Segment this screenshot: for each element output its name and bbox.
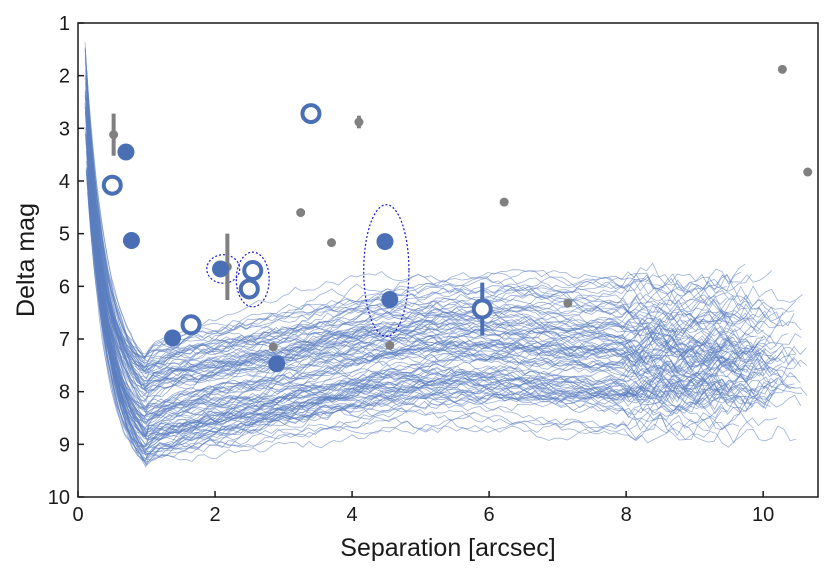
y-tick-label: 4 <box>59 171 70 193</box>
contrast-curve <box>84 74 728 453</box>
y-tick-label: 10 <box>48 487 70 509</box>
contrast-curve <box>87 130 728 368</box>
contrast-curve <box>86 167 740 461</box>
gray-point <box>777 64 787 74</box>
x-tick-label: 6 <box>484 504 495 526</box>
contrast-curve <box>88 123 776 374</box>
contrast-curve <box>85 115 791 434</box>
contrast-curve <box>85 134 803 450</box>
contrast-curve <box>88 138 803 375</box>
y-tick-label: 2 <box>59 66 70 88</box>
contrast-curve <box>84 112 772 462</box>
x-axis-label: Separation [arcsec] <box>340 534 555 562</box>
grouping-ellipse <box>363 204 410 337</box>
gray-point <box>563 298 573 308</box>
contrast-curve <box>86 91 753 360</box>
contrast-curve <box>86 150 777 430</box>
gray-point <box>385 340 395 350</box>
gray-point <box>499 197 509 207</box>
filled-point <box>117 143 135 161</box>
gray-point <box>109 130 119 140</box>
contrast-curve <box>86 177 802 383</box>
contrast-curve <box>86 161 727 369</box>
x-tick-label: 8 <box>621 504 632 526</box>
contrast-curve <box>89 164 771 441</box>
contrast-curve <box>87 102 723 463</box>
contrast-curve <box>87 108 383 456</box>
contrast-curve <box>86 85 746 364</box>
open-point <box>180 314 202 336</box>
grouping-ellipse <box>235 251 270 308</box>
contrast-curve <box>87 135 741 468</box>
grouping-ellipses <box>206 204 410 337</box>
x-tick-label: 4 <box>347 504 358 526</box>
plot-frame <box>77 22 819 498</box>
y-tick-label: 7 <box>59 329 70 351</box>
y-tick-label: 5 <box>59 224 70 246</box>
contrast-curve <box>88 142 795 448</box>
y-tick-label: 9 <box>59 434 70 456</box>
contrast-curve <box>86 171 734 362</box>
contrast-curve <box>88 131 741 358</box>
contrast-curve <box>88 187 797 421</box>
x-tick-label: 0 <box>72 504 83 526</box>
gray-point <box>327 238 337 248</box>
contrast-curve <box>84 95 784 371</box>
contrast-curve <box>88 115 754 435</box>
y-tick-label: 6 <box>59 276 70 298</box>
contrast-curve <box>87 168 760 438</box>
gray-point <box>803 167 813 177</box>
contrast-curve <box>86 92 666 360</box>
gray-point <box>296 208 306 218</box>
filled-point <box>268 355 286 373</box>
contrast-curve <box>85 82 754 465</box>
contrast-curve <box>89 163 740 451</box>
contrast-curve <box>85 69 754 415</box>
y-axis-label: Delta mag <box>12 203 40 317</box>
x-tick-label: 2 <box>209 504 220 526</box>
contrast-curve <box>86 145 332 412</box>
contrast-curve <box>87 94 778 462</box>
filled-point <box>376 233 394 251</box>
x-tick-label: 10 <box>752 504 774 526</box>
contrast-curve <box>89 146 722 454</box>
gray-point <box>354 117 364 127</box>
y-tick-label: 1 <box>59 13 70 35</box>
y-tick-label: 3 <box>59 118 70 140</box>
filled-point <box>122 232 140 250</box>
filled-point <box>381 291 399 308</box>
contrast-curve <box>88 140 760 379</box>
contrast-curves <box>84 42 808 468</box>
contrast-curve <box>88 142 783 364</box>
open-point <box>101 174 123 196</box>
open-point <box>300 103 322 125</box>
open-point <box>242 260 264 282</box>
contrast-curve <box>87 192 753 437</box>
filled-point <box>212 260 230 278</box>
contrast-curve <box>86 167 740 376</box>
contrast-curve <box>88 160 730 424</box>
grouping-ellipse <box>206 254 241 284</box>
gray-series <box>109 64 813 352</box>
open-series <box>101 103 493 336</box>
contrast-curve <box>85 107 797 448</box>
y-tick-label: 8 <box>59 382 70 404</box>
open-point <box>238 278 260 300</box>
gray-point <box>268 342 278 352</box>
open-point <box>471 298 493 320</box>
contrast-curve <box>85 105 733 402</box>
filled-point <box>164 329 182 347</box>
filled-series <box>117 143 399 373</box>
